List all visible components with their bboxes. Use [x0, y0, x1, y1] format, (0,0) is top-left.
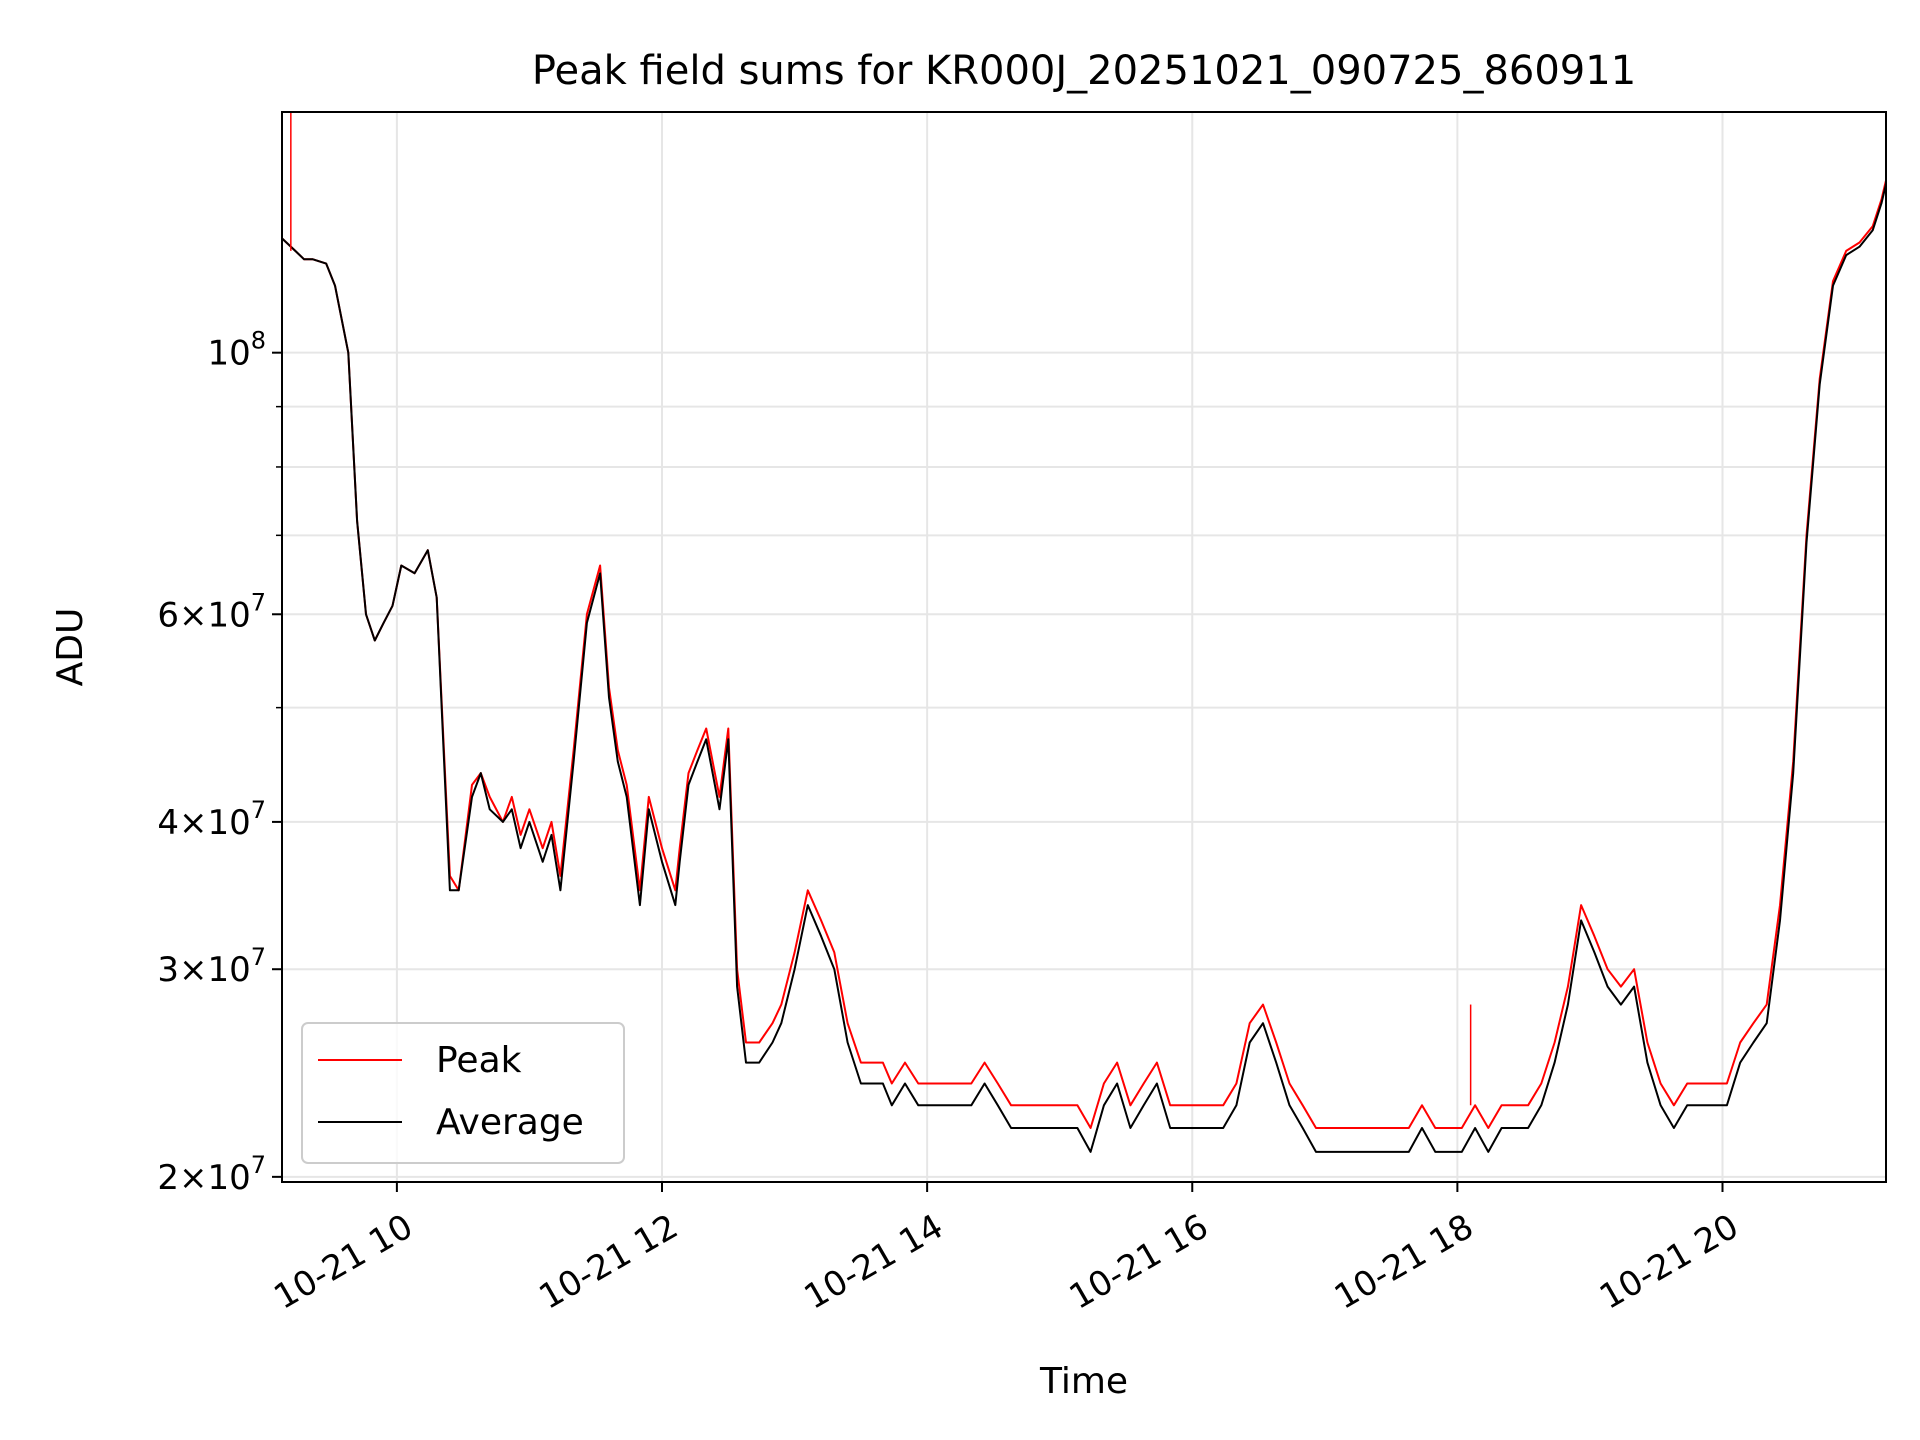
y-axis-label: ADU: [50, 608, 91, 687]
series-line-peak: [281, 180, 1887, 1129]
y-tick-label: 4×107: [157, 796, 266, 843]
chart-title: Peak field sums for KR000J_20251021_0907…: [532, 48, 1636, 94]
y-tick-label: 6×107: [157, 588, 266, 635]
legend-peak-label: Peak: [436, 1040, 522, 1081]
y-axis-ticks: 2×107 3×107 4×107 6×107 108: [157, 327, 282, 1198]
legend-average-label: Average: [436, 1102, 584, 1143]
x-axis-label: Time: [1039, 1361, 1128, 1402]
legend-box: [301, 1022, 625, 1164]
y-tick-label: 2×107: [157, 1151, 266, 1198]
axes-frame: [281, 111, 1887, 1183]
y-tick-label: 108: [207, 327, 266, 374]
legend: Peak Average: [301, 1022, 625, 1164]
plot-lines: [281, 112, 1887, 1153]
series-line-average: [281, 183, 1887, 1153]
grid-lines: [282, 112, 1886, 1182]
y-tick-label: 3×107: [157, 943, 266, 990]
